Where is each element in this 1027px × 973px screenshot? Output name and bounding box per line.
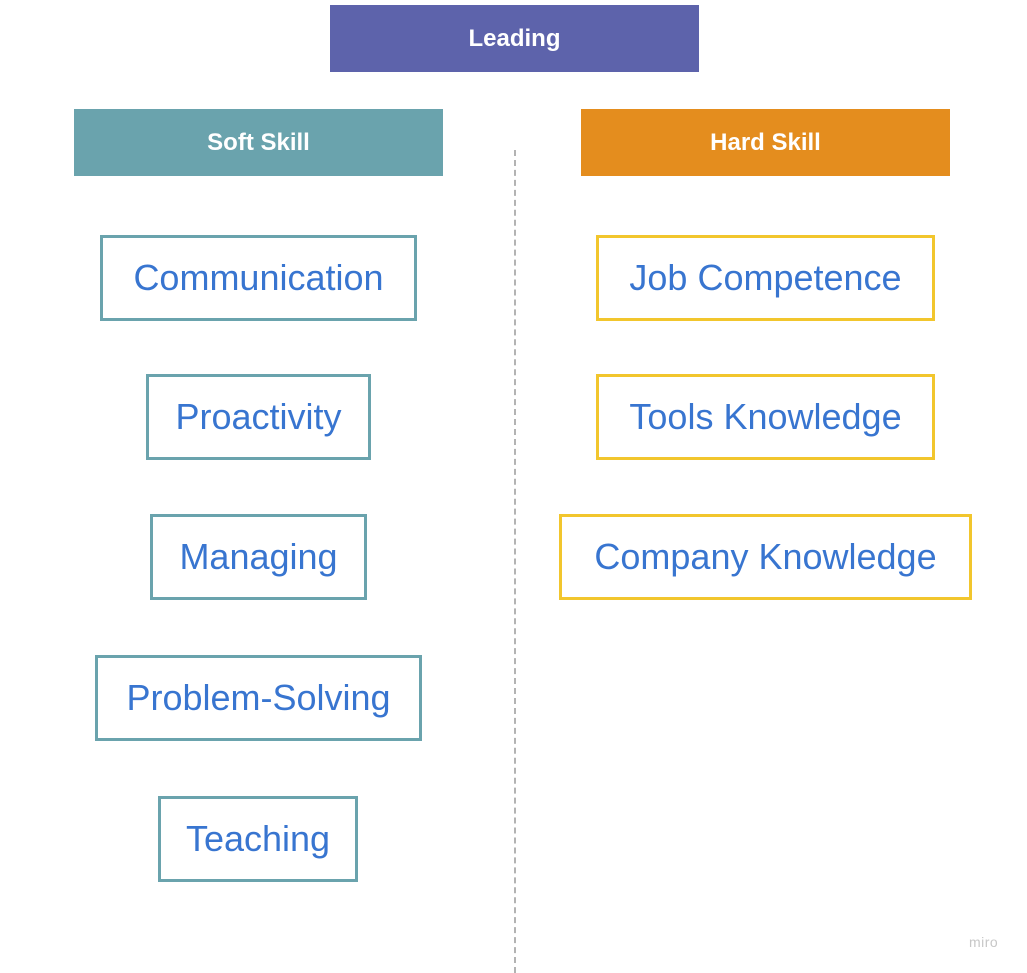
leading-node: Leading	[330, 5, 699, 72]
soft-skill-item-problem-solving: Problem-Solving	[95, 655, 422, 741]
skill-label: Job Competence	[629, 257, 902, 298]
soft-skill-item-communication: Communication	[100, 235, 417, 321]
hard-skill-header: Hard Skill	[581, 109, 950, 176]
hard-skill-label: Hard Skill	[710, 128, 821, 156]
skill-label: Tools Knowledge	[629, 396, 902, 437]
soft-skill-label: Soft Skill	[207, 128, 310, 156]
skill-label: Teaching	[185, 818, 331, 859]
skill-label: Communication	[133, 257, 384, 298]
column-divider	[514, 150, 516, 973]
miro-watermark: miro	[969, 934, 999, 950]
soft-skill-item-managing: Managing	[150, 514, 367, 600]
hard-skill-item-job-competence: Job Competence	[596, 235, 935, 321]
skill-label: Managing	[179, 536, 338, 577]
leading-label: Leading	[468, 24, 561, 52]
skill-label: Problem-Solving	[126, 677, 391, 718]
hard-skill-item-tools-knowledge: Tools Knowledge	[596, 374, 935, 460]
skill-label: Proactivity	[175, 396, 342, 437]
soft-skill-header: Soft Skill	[74, 109, 443, 176]
soft-skill-item-proactivity: Proactivity	[146, 374, 371, 460]
soft-skill-item-teaching: Teaching	[158, 796, 358, 882]
hard-skill-item-company-knowledge: Company Knowledge	[559, 514, 972, 600]
skill-label: Company Knowledge	[594, 536, 937, 577]
